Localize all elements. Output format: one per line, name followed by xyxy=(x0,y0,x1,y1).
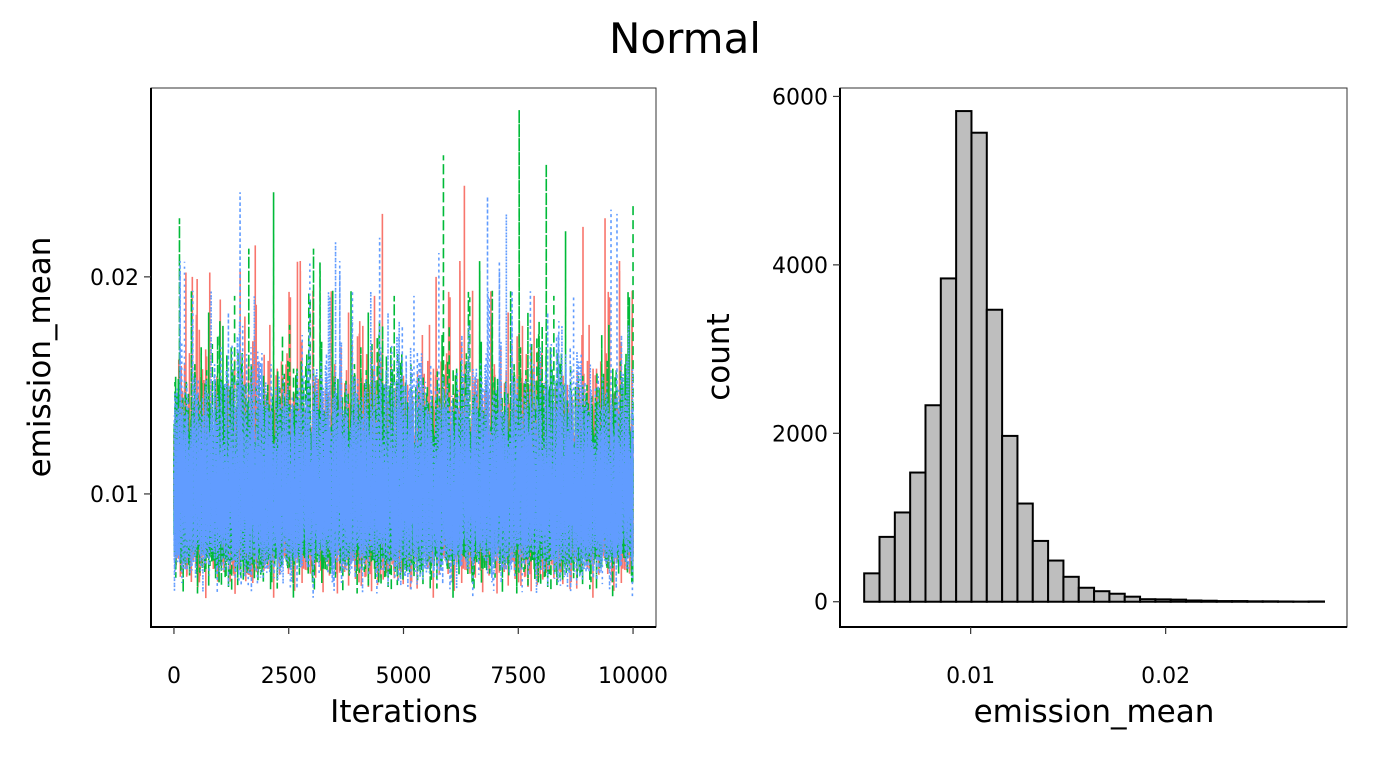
histogram-bar xyxy=(909,471,927,603)
histogram-bar xyxy=(924,404,942,603)
trace-plot: 0 2500 5000 7500 10000 0.01 0.02 Iterations em… xyxy=(22,87,668,730)
trace-x-tick-label: 2500 xyxy=(261,664,317,689)
hist-y-tick-label: 4000 xyxy=(772,254,828,279)
histogram-bar xyxy=(1123,595,1142,603)
histogram-bar xyxy=(1077,586,1096,603)
histogram-bar xyxy=(970,131,988,603)
histogram-bar xyxy=(1215,600,1234,603)
trace-x-tick-label: 0 xyxy=(167,664,181,689)
histogram-bar xyxy=(1001,434,1019,603)
trace-y-tick-label: 0.01 xyxy=(90,483,139,508)
trace-x-tick-label: 7500 xyxy=(490,664,546,689)
trace-x-tick-label: 10000 xyxy=(598,664,668,689)
trace-y-axis-title: emission_mean xyxy=(22,237,58,478)
hist-x-axis-title: emission_mean xyxy=(974,694,1215,730)
hist-y-tick-label: 2000 xyxy=(772,422,828,447)
histogram-bar xyxy=(1231,600,1249,603)
hist-x-tick-label: 0.01 xyxy=(946,664,995,689)
histogram-bar xyxy=(1108,592,1126,603)
histogram-bar xyxy=(1047,559,1065,603)
histogram-bar xyxy=(863,572,881,603)
trace-x-tick-label: 5000 xyxy=(376,664,432,689)
hist-y-tick-label: 0 xyxy=(814,591,828,616)
histogram-bar xyxy=(878,535,896,603)
histogram-bar xyxy=(1093,590,1111,603)
hist-x-tick-label: 0.02 xyxy=(1141,664,1190,689)
histogram-bar xyxy=(985,308,1004,603)
chain-3-trace-line xyxy=(173,192,634,598)
trace-x-axis-title: Iterations xyxy=(330,694,478,730)
histogram-bar xyxy=(1169,598,1188,603)
hist-y-axis-title: count xyxy=(701,313,737,400)
figure-title: Normal xyxy=(609,14,761,63)
histogram-bar xyxy=(1200,599,1218,603)
histogram-bar xyxy=(1062,575,1080,603)
histogram-bar xyxy=(1016,502,1034,603)
histogram-bar xyxy=(1139,598,1157,603)
histogram-bar xyxy=(955,110,973,603)
histogram-bar xyxy=(939,277,958,603)
trace-lines xyxy=(173,109,634,599)
histogram-bars xyxy=(863,110,1325,603)
histogram-bar xyxy=(1185,599,1203,603)
trace-y-tick-label: 0.02 xyxy=(90,266,139,291)
histogram-plot: 0.01 0.02 0 2000 4000 6000 emission_mean coun… xyxy=(701,85,1348,730)
histogram-bar xyxy=(1031,539,1050,603)
histogram-bar xyxy=(893,511,912,603)
histogram-bar xyxy=(1154,598,1172,603)
hist-y-tick-label: 6000 xyxy=(772,85,828,110)
